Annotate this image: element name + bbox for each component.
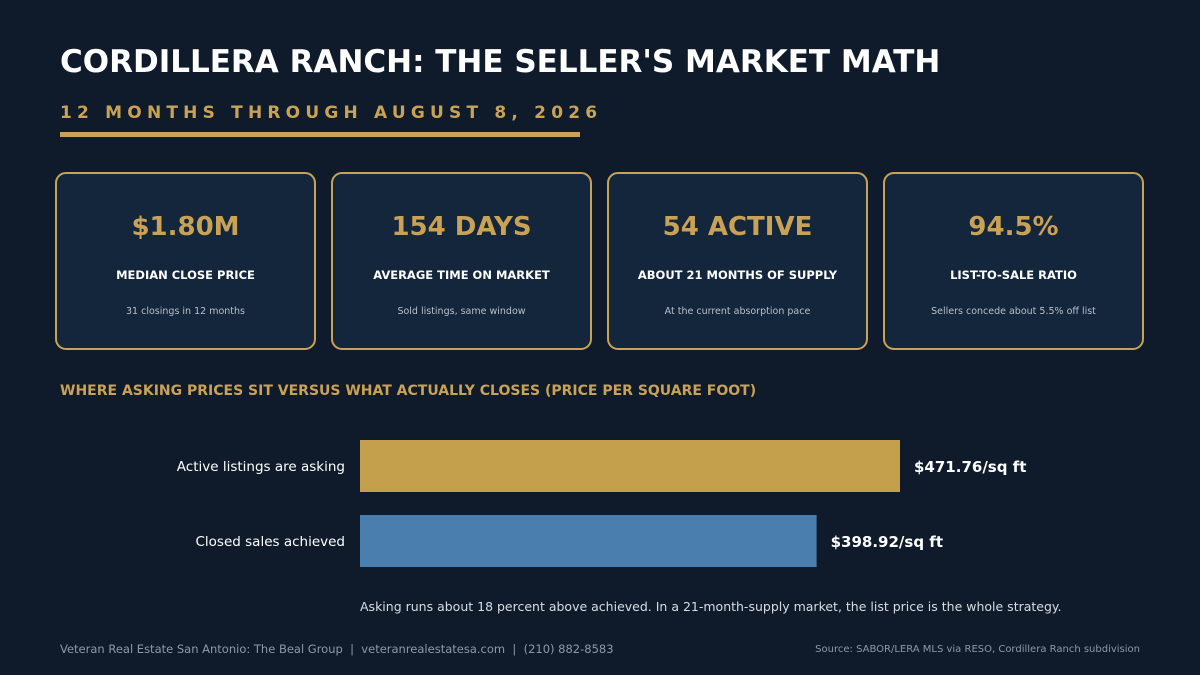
bar [360,440,900,492]
stat-label: AVERAGE TIME ON MARKET [373,268,550,282]
stat-value: $1.80M [131,212,240,242]
stat-note: Sold listings, same window [397,306,526,317]
page-title: CORDILLERA RANCH: THE SELLER'S MARKET MA… [60,44,941,80]
bar-category-label: Closed sales achieved [196,534,346,550]
stat-card-list-to-sale: 94.5% LIST-TO-SALE RATIO Sellers concede… [883,172,1144,350]
stat-card-days-on-market: 154 DAYS AVERAGE TIME ON MARKET Sold lis… [331,172,592,350]
footer-source: Source: SABOR/LERA MLS via RESO, Cordill… [815,644,1140,655]
bar [360,515,817,567]
stat-label: MEDIAN CLOSE PRICE [116,268,255,282]
chart-caption: Asking runs about 18 percent above achie… [360,599,1062,614]
stat-value: 54 ACTIVE [662,212,813,242]
page-subtitle: 12 MONTHS THROUGH AUGUST 8, 2026 [60,103,603,123]
title-divider [60,132,580,137]
footer-contact: Veteran Real Estate San Antonio: The Bea… [60,642,614,656]
bar-value-label: $471.76/sq ft [914,458,1026,476]
stat-card-median-price: $1.80M MEDIAN CLOSE PRICE 31 closings in… [55,172,316,350]
stat-card-active-listings: 54 ACTIVE ABOUT 21 MONTHS OF SUPPLY At t… [607,172,868,350]
stat-note: Sellers concede about 5.5% off list [931,306,1096,317]
chart-title: WHERE ASKING PRICES SIT VERSUS WHAT ACTU… [60,383,757,399]
stat-label: ABOUT 21 MONTHS OF SUPPLY [637,268,838,282]
stat-value: 154 DAYS [391,212,532,242]
stat-note: At the current absorption pace [664,306,811,317]
bar-value-label: $398.92/sq ft [831,533,943,551]
stat-label: LIST-TO-SALE RATIO [950,268,1077,282]
stat-value: 94.5% [968,212,1059,242]
stat-note: 31 closings in 12 months [126,306,245,317]
bar-category-label: Active listings are asking [177,459,345,475]
